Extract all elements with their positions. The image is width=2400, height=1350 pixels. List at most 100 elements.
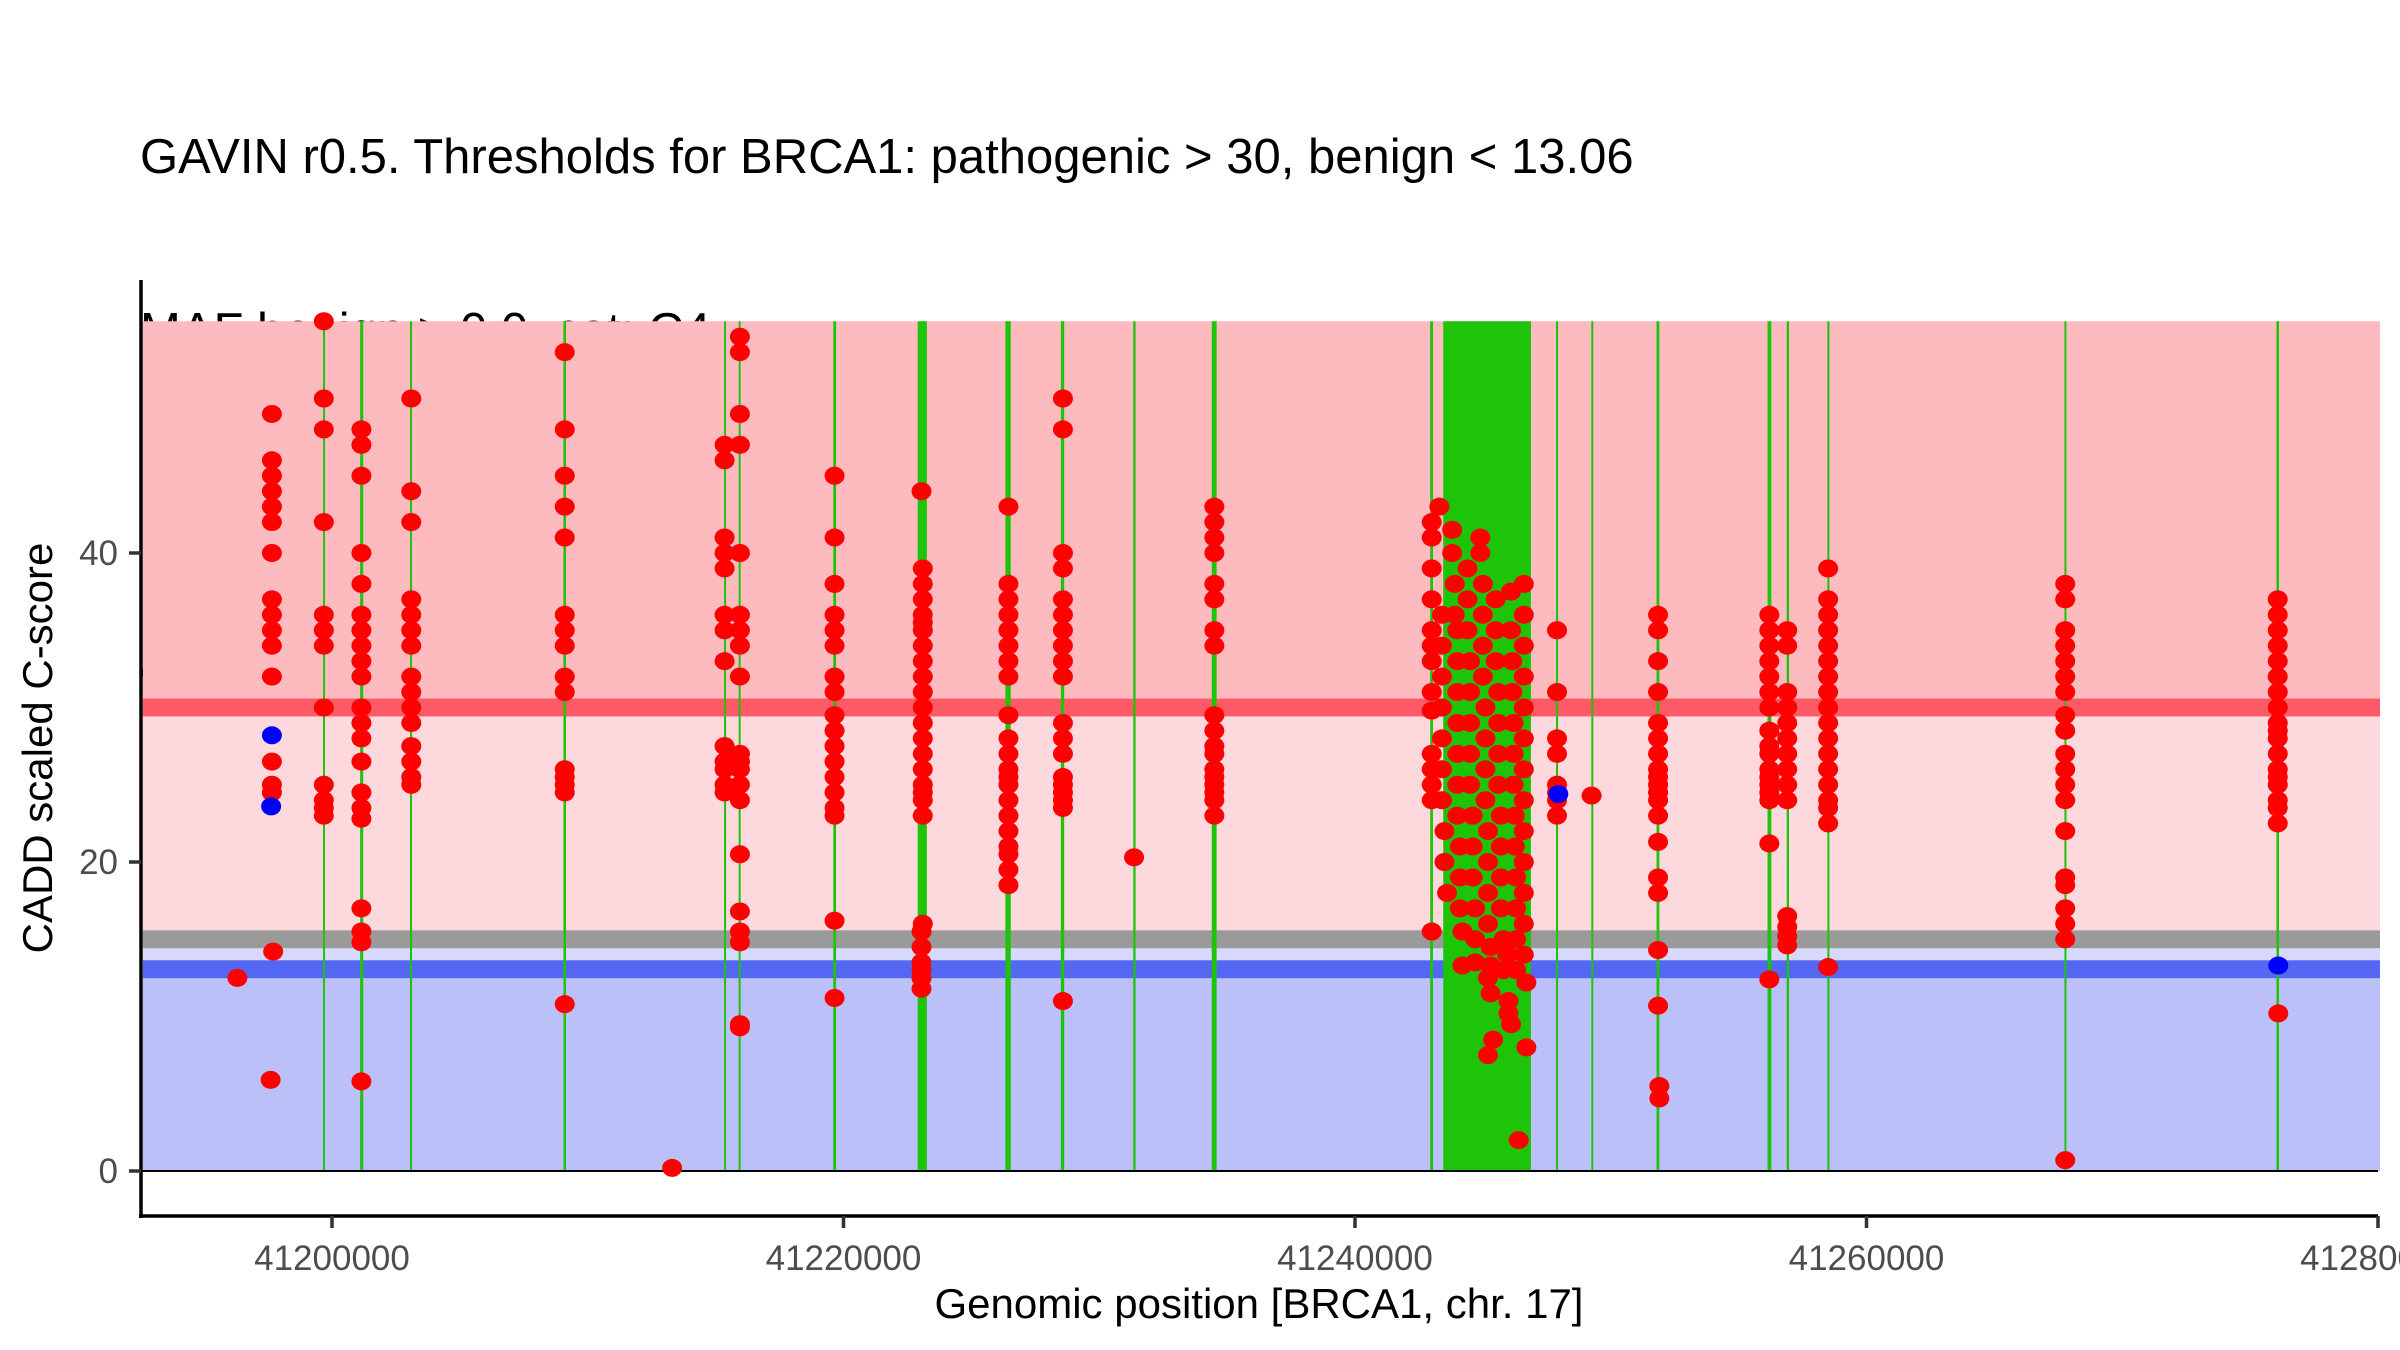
clinvar-point bbox=[1818, 667, 1839, 686]
clinvar-point bbox=[2055, 706, 2076, 725]
clinvar-point bbox=[2055, 775, 2076, 794]
clinvar-point bbox=[1648, 605, 1669, 624]
clinvar-point bbox=[313, 806, 334, 825]
clinvar-point bbox=[1502, 683, 1523, 702]
clinvar-point bbox=[1777, 683, 1798, 702]
clinvar-point bbox=[1818, 958, 1839, 977]
clinvar-point bbox=[824, 667, 845, 686]
clinvar-point bbox=[1777, 775, 1798, 794]
clinvar-point bbox=[824, 721, 845, 740]
clinvar-point bbox=[912, 652, 933, 671]
clinvar-point bbox=[729, 435, 750, 454]
clinvar-point bbox=[1759, 791, 1780, 810]
clinvar-point bbox=[554, 343, 575, 362]
clinvar-point bbox=[1506, 961, 1527, 980]
clinvar-point bbox=[554, 605, 575, 624]
clinvar-point bbox=[1818, 729, 1839, 748]
clinvar-point bbox=[1447, 806, 1468, 825]
clinvar-point bbox=[1204, 621, 1225, 640]
clinvar-point bbox=[1488, 713, 1509, 732]
clinvar-point bbox=[351, 752, 372, 771]
clinvar-point bbox=[351, 729, 372, 748]
clinvar-point bbox=[1204, 791, 1225, 810]
clinvar-point bbox=[313, 420, 334, 439]
clinvar-point bbox=[1449, 899, 1470, 918]
clinvar-point bbox=[554, 621, 575, 640]
clinvar-point bbox=[261, 513, 282, 532]
clinvar-point bbox=[1421, 559, 1442, 578]
clinvar-point bbox=[1759, 698, 1780, 717]
clinvar-point bbox=[313, 389, 334, 408]
clinvar-point bbox=[1460, 713, 1481, 732]
clinvar-point bbox=[998, 775, 1019, 794]
clinvar-point bbox=[260, 1070, 281, 1089]
clinvar-point bbox=[1421, 744, 1442, 763]
clinvar-point bbox=[261, 544, 282, 562]
clinvar-point bbox=[313, 636, 334, 655]
clinvar-point bbox=[1052, 590, 1073, 609]
clinvar-point bbox=[1648, 683, 1669, 702]
clinvar-point bbox=[401, 775, 422, 794]
clinvar-point bbox=[351, 1072, 372, 1091]
clinvar-point bbox=[1513, 574, 1534, 593]
clinvar-point bbox=[1490, 899, 1511, 918]
exon-bar bbox=[323, 321, 326, 1171]
clinvar-point bbox=[912, 729, 933, 748]
clinvar-point bbox=[1431, 698, 1452, 717]
clinvar-point bbox=[401, 389, 422, 408]
clinvar-point bbox=[1649, 1077, 1670, 1096]
clinvar-point bbox=[1818, 798, 1839, 817]
clinvar-point bbox=[998, 590, 1019, 609]
clinvar-point bbox=[729, 621, 750, 640]
clinvar-point bbox=[401, 636, 422, 655]
clinvar-point bbox=[2055, 1151, 2076, 1170]
clinvar-point bbox=[1648, 832, 1669, 851]
clinvar-point bbox=[351, 809, 372, 828]
clinvar-point bbox=[261, 482, 282, 501]
clinvar-point bbox=[1204, 721, 1225, 740]
clinvar-point bbox=[729, 544, 750, 562]
clinvar-point bbox=[313, 775, 334, 794]
clinvar-point bbox=[1777, 744, 1798, 763]
clinvar-point bbox=[313, 605, 334, 624]
clinvar-point bbox=[729, 775, 750, 794]
clinvar-point bbox=[2055, 636, 2076, 655]
clinvar-point bbox=[1497, 945, 1518, 964]
clinvar-point bbox=[1052, 559, 1073, 578]
clinvar-point bbox=[1465, 953, 1486, 972]
clinvar-point bbox=[1437, 883, 1458, 902]
clinvar-point bbox=[824, 574, 845, 593]
clinvar-point bbox=[1204, 574, 1225, 593]
benign-threshold-line bbox=[143, 960, 2380, 979]
gnomad-point bbox=[261, 726, 282, 745]
y-tick-label: 0 bbox=[99, 1152, 118, 1191]
clinvar-point bbox=[729, 404, 750, 423]
clinvar-point bbox=[1508, 1131, 1529, 1150]
clinvar-point bbox=[351, 574, 372, 593]
clinvar-point bbox=[1513, 822, 1534, 841]
pathogenic-region bbox=[143, 321, 2380, 708]
clinvar-point bbox=[2055, 652, 2076, 671]
clinvar-point bbox=[1513, 698, 1534, 717]
clinvar-point bbox=[2055, 876, 2076, 895]
clinvar-point bbox=[729, 667, 750, 686]
clinvar-point bbox=[313, 621, 334, 640]
clinvar-point bbox=[729, 1018, 750, 1037]
clinvar-point bbox=[1421, 528, 1442, 547]
clinvar-point bbox=[261, 752, 282, 771]
clinvar-point bbox=[1513, 914, 1534, 933]
clinvar-point bbox=[998, 791, 1019, 810]
clinvar-point bbox=[1477, 853, 1498, 871]
clinvar-point bbox=[1052, 652, 1073, 671]
benign-region bbox=[143, 969, 2380, 1171]
clinvar-point bbox=[912, 806, 933, 825]
clinvar-point bbox=[824, 911, 845, 930]
clinvar-point bbox=[1759, 683, 1780, 702]
clinvar-point bbox=[998, 806, 1019, 825]
clinvar-point bbox=[912, 667, 933, 686]
clinvar-point bbox=[1052, 713, 1073, 732]
clinvar-point bbox=[1818, 652, 1839, 671]
clinvar-point bbox=[729, 845, 750, 864]
clinvar-point bbox=[261, 636, 282, 655]
